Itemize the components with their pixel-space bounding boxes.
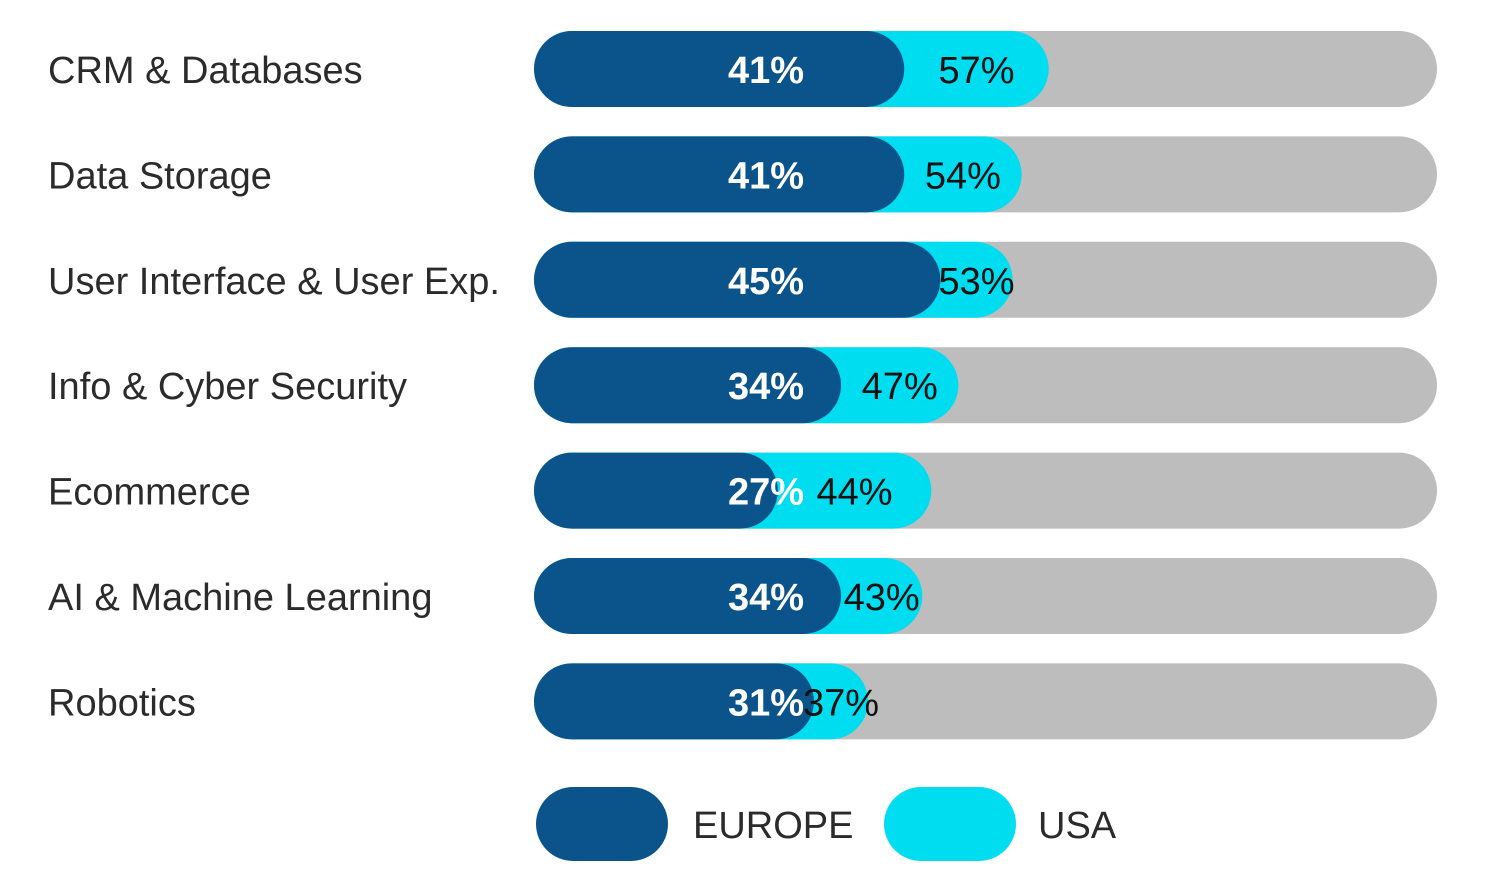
- category-label: Robotics: [48, 682, 196, 724]
- chart-row: User Interface & User Exp. 45% 53%: [48, 241, 1437, 318]
- data-label-usa: 54%: [925, 155, 1001, 197]
- legend-label: USA: [1038, 805, 1117, 847]
- data-label-europe: 41%: [728, 50, 804, 92]
- data-label-europe: 45%: [728, 261, 804, 303]
- bar-europe: [534, 31, 905, 107]
- legend-swatch: [536, 787, 668, 861]
- category-label: CRM & Databases: [48, 50, 363, 92]
- data-label-europe: 31%: [728, 682, 804, 724]
- bar-europe: [534, 347, 842, 424]
- chart-row: Info & Cyber Security 34% 47%: [48, 347, 1437, 424]
- data-label-europe: 34%: [728, 577, 804, 619]
- bar-europe: [534, 663, 814, 740]
- data-label-usa: 57%: [938, 50, 1014, 92]
- category-label: Ecommerce: [48, 472, 251, 514]
- chart-legend: EUROPE USA: [536, 787, 1117, 861]
- data-label-europe: 27%: [728, 472, 804, 514]
- chart-row: AI & Machine Learning 34% 43%: [48, 558, 1437, 634]
- data-label-usa: 47%: [862, 366, 938, 408]
- legend-label: EUROPE: [693, 805, 853, 847]
- legend-item: USA: [884, 787, 1117, 861]
- bar-europe: [534, 558, 842, 634]
- legend-item: EUROPE: [536, 787, 853, 861]
- category-label: Info & Cyber Security: [48, 366, 407, 408]
- category-label: Data Storage: [48, 155, 272, 197]
- data-label-usa: 53%: [938, 261, 1014, 303]
- data-label-usa: 43%: [844, 577, 920, 619]
- data-label-usa: 37%: [803, 682, 879, 724]
- chart-row: CRM & Databases 41% 57%: [48, 31, 1437, 107]
- data-label-europe: 41%: [728, 155, 804, 197]
- legend-swatch: [884, 787, 1016, 861]
- chart-rows: CRM & Databases 41% 57% Data Storage 41% 54% U…: [48, 31, 1437, 740]
- bar-europe: [534, 136, 905, 213]
- data-label-usa: 44%: [817, 472, 893, 514]
- category-label: User Interface & User Exp.: [48, 261, 500, 303]
- bar-europe: [534, 452, 778, 529]
- chart-row: Robotics 31%37%: [48, 663, 1437, 740]
- category-label: AI & Machine Learning: [48, 577, 432, 619]
- data-label-europe: 34%: [728, 366, 804, 408]
- chart-row: Ecommerce 27% 44%: [48, 452, 1437, 529]
- chart-row: Data Storage 41% 54%: [48, 136, 1437, 213]
- bar-europe: [534, 241, 941, 318]
